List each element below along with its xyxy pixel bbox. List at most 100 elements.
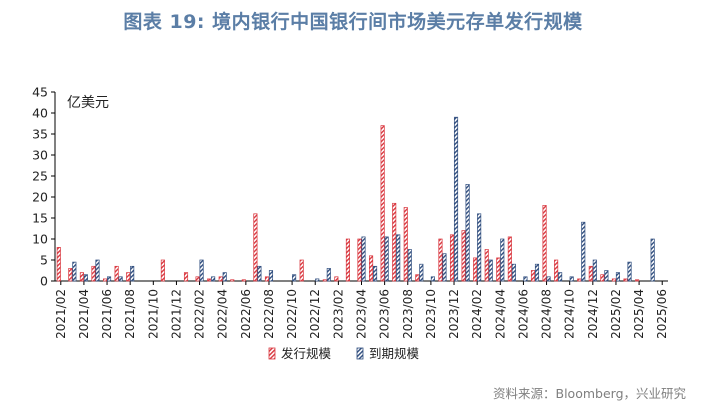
bar-issue <box>357 238 362 282</box>
bar-issue <box>68 268 73 282</box>
y-tick-label: 0 <box>40 274 48 289</box>
bar-issue <box>403 207 408 282</box>
bar-issue <box>623 278 628 282</box>
bar-issue <box>102 278 108 282</box>
x-tick-label: 2021/12 <box>169 289 183 339</box>
bar-maturity <box>384 236 389 282</box>
bar-maturity <box>500 238 505 282</box>
bar-issue <box>530 270 536 282</box>
bar-issue <box>380 125 385 282</box>
bar-issue <box>334 276 339 282</box>
bar-issue <box>449 234 455 282</box>
x-tick-label: 2024/10 <box>563 289 577 339</box>
bar-issue <box>438 238 443 282</box>
x-tick-label: 2022/12 <box>308 289 322 339</box>
bar-maturity <box>315 278 320 282</box>
bar-issue <box>91 265 96 282</box>
y-tick-label: 20 <box>32 190 48 205</box>
x-tick-label: 2025/06 <box>655 289 669 339</box>
y-tick-label: 10 <box>32 232 48 247</box>
bar-maturity <box>558 272 563 282</box>
bar-issue <box>554 259 559 282</box>
bar-issue <box>56 247 61 282</box>
bar-issue <box>230 279 235 282</box>
y-tick-label: 5 <box>40 253 48 268</box>
bar-maturity <box>72 261 77 282</box>
x-tick-label: 2021/06 <box>100 289 114 339</box>
bar-issue <box>218 276 223 282</box>
y-tick-label: 15 <box>32 211 48 226</box>
bar-maturity <box>650 238 655 282</box>
bar-issue <box>484 249 489 282</box>
bar-issue <box>611 278 617 282</box>
bar-issue <box>264 276 270 282</box>
bar-issue <box>183 272 189 282</box>
bar-maturity <box>407 249 412 282</box>
bar-maturity <box>106 276 112 282</box>
bar-maturity <box>488 259 493 282</box>
bar-maturity <box>511 263 516 282</box>
bar-maturity <box>465 184 470 282</box>
x-tick-label: 2024/06 <box>516 289 530 339</box>
x-tick-label: 2023/06 <box>378 289 392 339</box>
x-tick-label: 2022/04 <box>216 289 230 339</box>
y-tick-label: 25 <box>32 169 48 184</box>
bar-issue <box>635 279 640 282</box>
legend: 发行规模 到期规模 <box>268 346 420 361</box>
x-tick-label: 2024/12 <box>586 289 600 339</box>
legend-swatch-maturity <box>356 347 364 360</box>
bar-issue <box>415 274 420 282</box>
bar-maturity <box>268 270 274 282</box>
bar-maturity <box>222 272 227 282</box>
bar-maturity <box>199 259 204 282</box>
bar-maturity <box>396 234 401 282</box>
x-tick-label: 2021/10 <box>146 289 160 339</box>
bar-maturity <box>453 116 459 282</box>
x-axis: 2021/02 2021/04 2021/06 2021/08 2021/10 2021/… <box>54 280 669 339</box>
bar-issue <box>241 279 246 282</box>
bar-maturity <box>592 259 597 282</box>
x-tick-label: 2022/02 <box>193 289 207 339</box>
bar-maturity <box>83 274 88 282</box>
bar-issue <box>114 265 119 282</box>
x-tick-label: 2023/12 <box>447 289 461 339</box>
x-tick-label: 2022/06 <box>239 289 253 339</box>
bar-maturity <box>581 221 586 282</box>
bar-maturity <box>430 276 435 282</box>
x-tick-label: 2023/08 <box>401 289 415 339</box>
bar-issue <box>577 278 582 282</box>
bar-issue <box>588 265 593 282</box>
unit-label: 亿美元 <box>67 95 109 111</box>
bar-maturity <box>546 276 551 282</box>
y-axis: 0 5 10 15 20 25 30 35 40 45 <box>32 85 56 289</box>
x-tick-label: 2025/04 <box>632 289 646 339</box>
bar-issue <box>461 230 466 282</box>
source-note: 资料来源：Bloomberg，兴业研究 <box>493 386 686 401</box>
bar-maturity <box>292 274 297 282</box>
bar-maturity <box>373 265 378 282</box>
bar-issue <box>79 272 84 282</box>
bar-issue <box>299 259 304 282</box>
x-tick-label: 2021/04 <box>77 289 91 339</box>
bar-issue <box>126 272 131 282</box>
bar-maturity <box>442 253 447 282</box>
bar-issue <box>207 278 212 282</box>
bar-maturity <box>211 276 216 282</box>
x-tick-label: 2023/04 <box>355 289 369 339</box>
bar-maturity <box>130 265 135 282</box>
bar-issue <box>160 259 165 282</box>
bar-issue <box>507 236 512 282</box>
legend-label-issue: 发行规模 <box>281 346 332 361</box>
y-tick-label: 35 <box>32 127 48 142</box>
x-tick-label: 2024/08 <box>540 289 554 339</box>
legend-label-maturity: 到期规模 <box>369 346 420 361</box>
bar-series <box>56 116 655 282</box>
bar-issue <box>253 213 258 282</box>
bar-maturity <box>257 265 262 282</box>
x-tick-label: 2022/08 <box>262 289 276 339</box>
chart-title: 图表 19: 境内银行中国银行间市场美元存单发行规模 <box>123 11 583 33</box>
bar-maturity <box>326 268 331 282</box>
bar-issue <box>392 202 397 282</box>
bar-issue <box>195 276 200 282</box>
